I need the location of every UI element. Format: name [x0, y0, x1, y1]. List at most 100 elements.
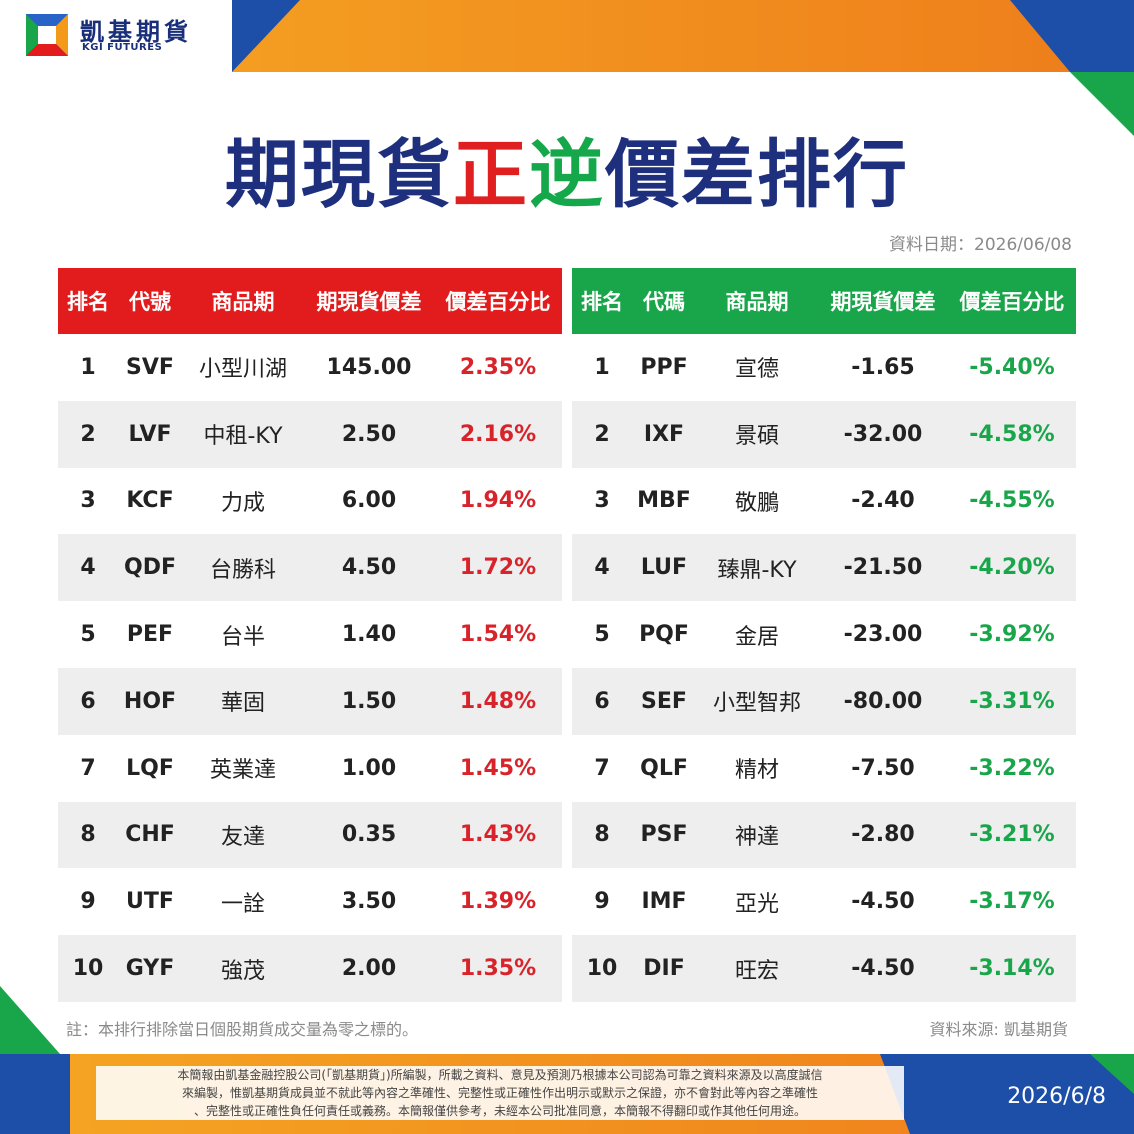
table-row: 10 GYF 強茂 2.00 1.35% — [58, 935, 562, 1002]
cell-spread-pct: -4.58% — [969, 421, 1055, 447]
cell-spread-pct: -5.40% — [969, 354, 1055, 380]
kgi-logo-icon — [26, 14, 68, 56]
cell-spread-pct: 1.45% — [459, 755, 537, 781]
table-row: 8 CHF 友達 0.35 1.43% — [58, 801, 562, 869]
cell-spread-pct: -3.17% — [969, 889, 1055, 915]
cell-code: PQF — [639, 622, 689, 648]
cell-spread: 1.00 — [341, 755, 397, 781]
cell-spread: 4.50 — [341, 555, 397, 581]
cell-spread: -23.00 — [843, 622, 923, 648]
corner-decoration-bottom-left — [0, 986, 60, 1054]
cell-product: 小型川湖 — [198, 357, 287, 383]
cell-product: 敬鵬 — [734, 490, 779, 516]
table-header: 排名 代碼 商品期 期現貨價差 價差百分比 — [572, 268, 1076, 334]
cell-spread: -2.80 — [851, 822, 915, 848]
negative-spread-table: 排名 代碼 商品期 期現貨價差 價差百分比 1 PPF 宣德 -1.65 -5.… — [572, 268, 1076, 1002]
header-spread: 期現貨價差 — [316, 290, 422, 314]
cell-spread: -1.65 — [851, 354, 915, 380]
cell-product: 景碩 — [734, 424, 779, 450]
table-header: 排名 代號 商品期 期現貨價差 價差百分比 — [58, 268, 562, 334]
disclaimer-line: 、完整性或正確性負任何責任或義務。本簡報僅供參考，未經本公司批准同意，本簡報不得… — [193, 1104, 806, 1118]
cell-code: MBF — [637, 488, 691, 514]
cell-rank: 6 — [80, 688, 96, 714]
cell-spread-pct: -4.20% — [969, 555, 1055, 581]
table-row: 10 DIF 旺宏 -4.50 -3.14% — [572, 935, 1076, 1002]
cell-product: 亞光 — [734, 891, 779, 917]
cell-spread-pct: -3.21% — [969, 822, 1055, 848]
positive-spread-table: 排名 代號 商品期 期現貨價差 價差百分比 1 SVF 小型川湖 145.00 … — [58, 268, 562, 1002]
cell-product: 強茂 — [220, 958, 265, 984]
cell-spread-pct: 1.48% — [459, 688, 537, 714]
cell-spread: 6.00 — [341, 488, 397, 514]
disclaimer: 本簡報由凱基金融控股公司(「凱基期貨」)所編製，所載之資料、意見及預測乃根據本公… — [96, 1066, 904, 1120]
table-row: 3 MBF 敬鵬 -2.40 -4.55% — [572, 468, 1076, 535]
cell-rank: 3 — [594, 488, 610, 514]
table-row: 1 PPF 宣德 -1.65 -5.40% — [572, 334, 1076, 401]
cell-code: LUF — [640, 555, 688, 581]
cell-product: 精材 — [734, 758, 779, 784]
cell-code: PSF — [640, 822, 688, 848]
cell-code: IXF — [643, 421, 685, 447]
cell-product: 一詮 — [220, 891, 265, 917]
cell-spread: 2.50 — [341, 421, 397, 447]
cell-rank: 7 — [594, 755, 610, 781]
brand-name-cn: 凱基期貨 — [80, 18, 192, 46]
table-row: 6 HOF 華固 1.50 1.48% — [58, 667, 562, 735]
cell-rank: 1 — [594, 354, 610, 380]
cell-rank: 9 — [594, 889, 610, 915]
cell-spread: -2.40 — [851, 488, 915, 514]
disclaimer-line: 本簡報由凱基金融控股公司(「凱基期貨」)所編製，所載之資料、意見及預測乃根據本公… — [177, 1068, 823, 1082]
cell-code: PPF — [640, 354, 688, 380]
cell-code: HOF — [123, 688, 177, 714]
cell-product: 華固 — [220, 691, 265, 717]
cell-code: DIF — [643, 956, 685, 982]
cell-product: 台勝科 — [209, 557, 276, 583]
header-band: 凱基期貨 KGI FUTURES — [0, 0, 1134, 72]
table-row: 3 KCF 力成 6.00 1.94% — [58, 468, 562, 535]
cell-spread: -4.50 — [851, 889, 915, 915]
cell-spread-pct: 1.72% — [459, 555, 537, 581]
cell-rank: 9 — [80, 889, 96, 915]
cell-rank: 6 — [594, 688, 610, 714]
header-code: 代號 — [129, 290, 171, 314]
cell-code: QDF — [124, 555, 176, 581]
table-row: 6 SEF 小型智邦 -80.00 -3.31% — [572, 667, 1076, 735]
cell-code: LVF — [128, 421, 172, 447]
cell-spread: -7.50 — [851, 755, 915, 781]
cell-code: SVF — [126, 354, 174, 380]
cell-code: QLF — [640, 755, 688, 781]
table-row: 5 PEF 台半 1.40 1.54% — [58, 601, 562, 668]
table-row: 9 IMF 亞光 -4.50 -3.17% — [572, 868, 1076, 935]
table-row: 5 PQF 金居 -23.00 -3.92% — [572, 601, 1076, 668]
cell-rank: 4 — [594, 555, 610, 581]
cell-product: 宣德 — [734, 357, 779, 383]
cell-spread-pct: 1.54% — [459, 622, 537, 648]
cell-spread: 145.00 — [326, 354, 412, 380]
title-part-negative: 逆 — [529, 132, 605, 218]
cell-spread: -4.50 — [851, 956, 915, 982]
cell-product: 友達 — [220, 824, 265, 850]
cell-rank: 10 — [72, 956, 104, 982]
cell-spread: -21.50 — [843, 555, 923, 581]
table-row: 9 UTF 一詮 3.50 1.39% — [58, 868, 562, 935]
table-row: 7 QLF 精材 -7.50 -3.22% — [572, 735, 1076, 802]
header-spread-pct: 價差百分比 — [445, 290, 551, 314]
cell-spread-pct: -3.22% — [969, 755, 1055, 781]
cell-code: KCF — [126, 488, 174, 514]
title-part-1: 期現貨 — [225, 132, 453, 218]
cell-code: UTF — [126, 889, 174, 915]
page-title: 期現貨正逆價差排行 — [0, 135, 1134, 215]
cell-spread: 2.00 — [341, 956, 397, 982]
cell-product: 旺宏 — [734, 958, 779, 984]
cell-rank: 5 — [80, 622, 96, 648]
data-date: 資料日期：2026/06/08 — [889, 235, 1072, 255]
cell-code: SEF — [641, 688, 687, 714]
header-rank: 排名 — [67, 290, 109, 314]
table-row: 2 IXF 景碩 -32.00 -4.58% — [572, 400, 1076, 468]
cell-rank: 4 — [80, 555, 96, 581]
cell-spread-pct: 2.16% — [459, 421, 537, 447]
table-row: 4 QDF 台勝科 4.50 1.72% — [58, 534, 562, 602]
header-spread-pct: 價差百分比 — [959, 290, 1065, 314]
cell-rank: 7 — [80, 755, 96, 781]
cell-product: 金居 — [734, 624, 779, 650]
